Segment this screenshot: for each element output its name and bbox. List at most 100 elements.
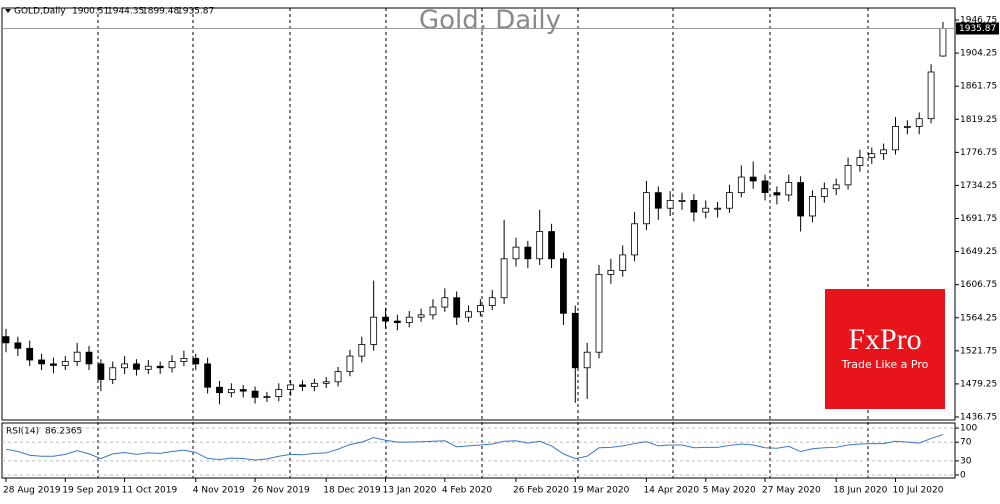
candle-body — [310, 382, 318, 387]
candle-body — [192, 358, 200, 365]
rsi-tick-label: 100 — [960, 424, 977, 434]
candle-body — [607, 270, 615, 275]
y-tick-label: 1734.25 — [960, 181, 997, 191]
candle-body — [405, 316, 413, 324]
candle-body — [702, 207, 710, 213]
x-tick-label: 10 Jul 2020 — [893, 486, 944, 496]
candle-body — [820, 188, 828, 197]
x-tick-label: 5 May 2020 — [703, 486, 756, 496]
candle-body — [560, 258, 567, 314]
candle-body — [299, 384, 306, 387]
y-tick-label: 1606.75 — [960, 280, 997, 290]
price-tag-label: 1935.87 — [959, 24, 996, 34]
rsi-tick-label: 70 — [960, 438, 972, 448]
candle-body — [761, 180, 769, 194]
ohlc-open: 1900.51 — [72, 7, 109, 17]
y-tick-label: 1521.75 — [960, 346, 997, 356]
candle-body — [168, 361, 176, 369]
candle-body — [476, 305, 484, 313]
candle-body — [85, 351, 93, 365]
y-tick-label: 1479.25 — [960, 379, 997, 389]
candle-body — [216, 386, 223, 394]
candle-body — [263, 396, 271, 398]
candle-body — [548, 231, 555, 260]
candle-body — [26, 347, 34, 361]
candle-body — [61, 361, 69, 366]
candle-body — [749, 176, 757, 182]
candle-body — [536, 231, 544, 260]
candle-body — [287, 384, 295, 390]
x-tick-label: 19 Sep 2019 — [62, 486, 119, 496]
ohlc-high: 1944.35 — [107, 7, 144, 17]
candle-body — [358, 344, 366, 357]
candle-body — [892, 126, 899, 151]
y-tick-label: 1564.25 — [960, 313, 997, 323]
candle-body — [109, 367, 117, 380]
candle-body — [832, 184, 840, 190]
x-tick-label: 19 Mar 2020 — [572, 486, 629, 496]
x-tick-label: 13 Jan 2020 — [383, 486, 437, 496]
candle-body — [429, 306, 437, 316]
candle-body — [441, 297, 449, 308]
candle-body — [156, 365, 164, 369]
price-panel — [1, 7, 956, 421]
candle-body — [737, 176, 745, 194]
x-tick-label: 4 Feb 2020 — [442, 486, 493, 496]
candle-body — [275, 389, 283, 397]
y-tick-label: 1776.75 — [960, 148, 997, 158]
candle-body — [915, 118, 923, 127]
header-arrow — [5, 9, 11, 13]
ohlc-low: 1899.48 — [142, 7, 179, 17]
candle-body — [346, 355, 354, 373]
candle-body — [654, 192, 662, 209]
candle-body — [465, 311, 472, 318]
candle-body — [595, 273, 603, 353]
candle-body — [322, 381, 330, 384]
candle-body — [714, 207, 721, 210]
y-tick-label: 1861.75 — [960, 82, 997, 92]
candle-body — [50, 363, 57, 366]
candle-body — [726, 192, 733, 209]
candle-body — [631, 223, 638, 256]
candle-body — [370, 316, 378, 345]
candle-body — [73, 351, 81, 362]
logo-name: FxPro — [848, 323, 921, 356]
y-tick-label: 1436.75 — [960, 413, 997, 423]
candle-body — [856, 157, 864, 166]
candle-body — [393, 320, 401, 324]
x-tick-label: 11 Oct 2019 — [122, 486, 178, 496]
candle-body — [2, 336, 10, 344]
candle-body — [583, 351, 591, 369]
y-tick-label: 1649.25 — [960, 247, 997, 257]
candle-body — [524, 246, 532, 260]
candle-body — [690, 200, 698, 213]
rsi-line — [5, 434, 944, 461]
x-tick-label: 14 Apr 2020 — [643, 486, 699, 496]
candle-body — [239, 389, 247, 392]
x-tick-label: 26 Nov 2019 — [252, 486, 310, 496]
x-tick-label: 4 Nov 2019 — [193, 486, 245, 496]
candle-body — [880, 149, 888, 155]
candle-body — [666, 200, 674, 209]
candle-body — [121, 363, 128, 369]
candle-body — [939, 28, 947, 57]
candle-body — [488, 297, 496, 306]
symbol-label: GOLD,Daily — [14, 7, 66, 17]
candle-body — [227, 389, 235, 394]
ohlc-close: 1935.87 — [177, 7, 214, 17]
candle-body — [334, 371, 342, 383]
y-tick-label: 1691.75 — [960, 214, 997, 224]
y-tick-label: 1904.25 — [960, 49, 997, 59]
candle-body — [773, 192, 781, 196]
x-tick-label: 18 Jun 2020 — [833, 486, 887, 496]
candle-body — [927, 71, 935, 120]
logo-tagline: Trade Like a Pro — [841, 358, 929, 371]
candle-body — [785, 182, 793, 196]
candle-body — [382, 316, 389, 322]
y-tick-label: 1819.25 — [960, 115, 997, 125]
x-tick-label: 27 May 2020 — [762, 486, 821, 496]
rsi-tick-label: 30 — [960, 456, 972, 466]
y-tick-label: 1946.75 — [960, 16, 997, 26]
